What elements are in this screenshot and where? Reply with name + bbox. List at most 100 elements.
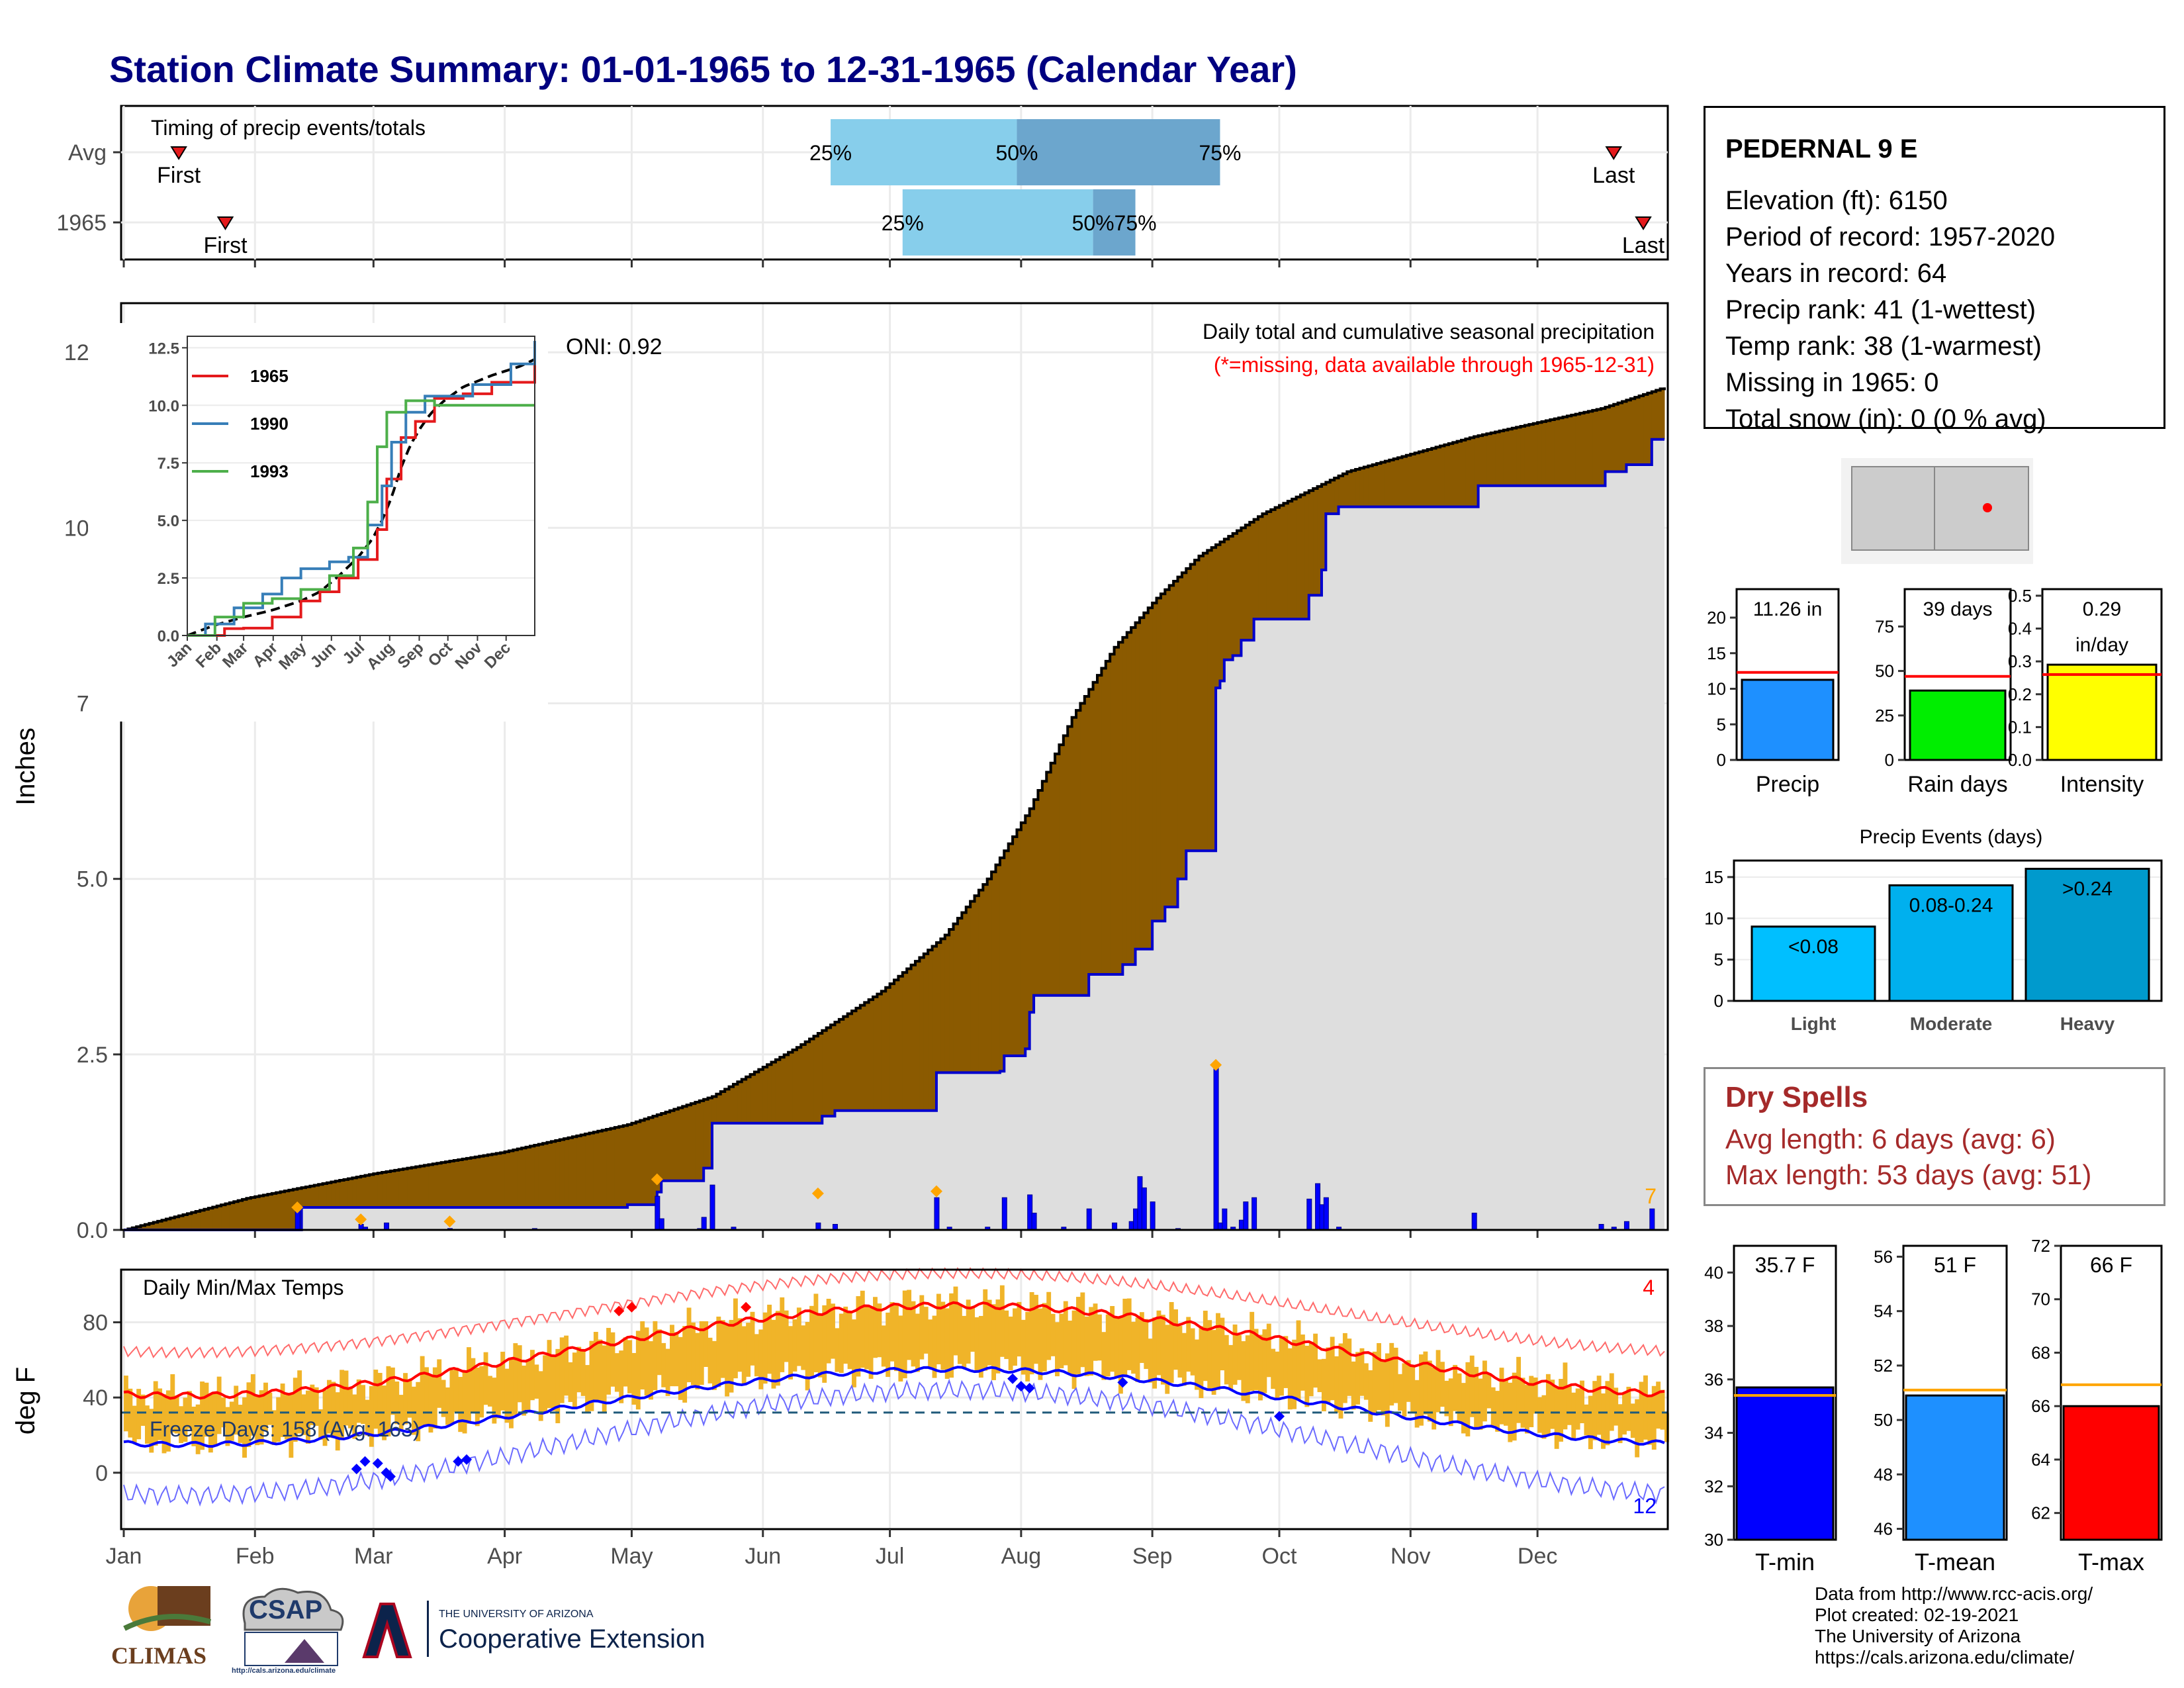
temp-summary-name: T-max: [2078, 1548, 2144, 1575]
daily-temp-bar: [1313, 1333, 1318, 1388]
station-temp-rank: Temp rank: 38 (1-warmest): [1725, 332, 2042, 361]
deficit-fill-segment: [733, 1084, 738, 1123]
deficit-fill-segment: [1592, 410, 1598, 486]
daily-temp-bar: [1495, 1391, 1500, 1432]
deficit-fill-segment: [1181, 573, 1187, 879]
daily-temp-bar: [140, 1394, 146, 1426]
daily-temp-bar: [183, 1397, 188, 1442]
daily-temp-bar: [525, 1359, 531, 1410]
deficit-fill-segment: [670, 1110, 674, 1181]
deficit-fill-segment: [826, 1027, 831, 1117]
deficit-fill-segment: [585, 1134, 590, 1208]
daily-temp-bar: [640, 1321, 645, 1389]
deficit-fill-segment: [529, 1146, 535, 1208]
deficit-fill-segment: [1406, 455, 1411, 507]
deficit-fill-segment: [1195, 560, 1199, 851]
csap-cloud-shape: [242, 1587, 344, 1631]
daily-temp-bar: [386, 1366, 391, 1436]
deficit-fill-segment: [1393, 459, 1398, 507]
daily-temp-bar: [365, 1399, 370, 1436]
deficit-fill-segment: [234, 1201, 239, 1230]
deficit-fill-segment: [289, 1190, 294, 1230]
footer-plot-created: Plot created: 02-19-2021: [1815, 1605, 2019, 1625]
summary-y-tick-label: 0.1: [2008, 717, 2032, 737]
footer-url: https://cals.arizona.edu/climate/: [1815, 1647, 2075, 1667]
deficit-fill-segment: [809, 1039, 814, 1123]
deficit-fill-segment: [707, 1098, 713, 1168]
deficit-fill-segment: [183, 1214, 188, 1230]
daily-temp-bar: [915, 1313, 920, 1372]
deficit-fill-segment: [1347, 471, 1352, 507]
deficit-fill-segment: [949, 929, 954, 1073]
deficit-fill-segment: [1550, 420, 1555, 486]
summary-value-bar: [2046, 663, 2158, 761]
daily-temp-bar: [614, 1353, 619, 1392]
record-low-marker: [1007, 1373, 1019, 1384]
daily-temp-bar: [513, 1343, 518, 1415]
deficit-fill-segment: [593, 1132, 598, 1208]
timing-first-marker: [170, 146, 187, 160]
deficit-fill-segment: [318, 1184, 324, 1208]
daily-temp-bar: [1156, 1310, 1161, 1376]
daily-temp-bar: [124, 1376, 128, 1432]
map-state-new-mexico: [1934, 466, 2029, 551]
deficit-fill-segment: [483, 1155, 488, 1208]
deficit-fill-segment: [1292, 498, 1297, 620]
daily-temp-bar: [1190, 1328, 1195, 1376]
daily-temp-bar: [488, 1376, 492, 1407]
events-category-label: Moderate: [1910, 1013, 1992, 1034]
daily-temp-bar: [898, 1315, 903, 1382]
daily-temp-bar: [1211, 1330, 1216, 1395]
daily-temp-bar: [479, 1366, 484, 1418]
deficit-fill-segment: [191, 1212, 197, 1230]
map-station-marker: [1983, 503, 1992, 512]
daily-temp-bar: [1258, 1335, 1263, 1401]
deficit-fill-segment: [796, 1047, 801, 1123]
deficit-fill-segment: [1643, 394, 1648, 465]
deficit-fill-segment: [1503, 430, 1508, 486]
daily-temp-bar: [1626, 1386, 1631, 1431]
daily-temp-bar: [746, 1323, 751, 1377]
inset-avg-line: [187, 357, 535, 637]
daily-temp-bar: [576, 1346, 582, 1393]
deficit-fill-segment: [898, 976, 903, 1111]
daily-temp-bar: [1423, 1351, 1428, 1415]
csap-logo-graphic: [242, 1587, 344, 1666]
deficit-fill-segment: [1326, 482, 1331, 514]
daily-temp-bar: [1262, 1329, 1267, 1393]
deficit-fill-segment: [343, 1179, 349, 1208]
daily-temp-bar: [322, 1389, 328, 1446]
daily-precip-bar: [1623, 1221, 1629, 1231]
deficit-fill-segment: [1614, 404, 1619, 472]
deficit-fill-segment: [1237, 530, 1242, 656]
daily-temp-bar: [411, 1386, 416, 1435]
daily-temp-bar: [200, 1381, 205, 1450]
temp-summary-value-label: 66 F: [2090, 1253, 2132, 1277]
summary-value-label: 11.26 in: [1753, 598, 1823, 620]
daily-temp-bar: [250, 1374, 255, 1436]
daily-temp-bar: [598, 1339, 603, 1403]
deficit-fill-segment: [653, 1116, 658, 1205]
daily-temp-bar: [983, 1289, 988, 1371]
deficit-fill-segment: [1622, 401, 1627, 472]
deficit-fill-segment: [725, 1089, 730, 1123]
deficit-fill-segment: [1432, 448, 1437, 507]
daily-temp-bar: [1013, 1308, 1017, 1366]
deficit-fill-segment: [589, 1133, 594, 1208]
daily-temp-bar: [504, 1368, 510, 1423]
deficit-fill-segment: [394, 1170, 400, 1208]
daily-temp-bar: [1025, 1311, 1030, 1382]
deficit-fill-segment: [987, 878, 992, 1073]
deficit-fill-segment: [458, 1159, 463, 1208]
daily-temp-bar: [234, 1385, 239, 1435]
deficit-fill-segment: [852, 1011, 856, 1111]
daily-temp-bar: [792, 1319, 797, 1372]
month-tick-label: Jan: [106, 1544, 142, 1569]
deficit-fill-segment: [361, 1176, 366, 1208]
daily-temp-bar: [1584, 1404, 1589, 1436]
deficit-fill-segment: [475, 1156, 480, 1208]
daily-temp-bar: [1317, 1359, 1322, 1393]
daily-temp-bar: [301, 1394, 306, 1435]
deficit-fill-segment: [479, 1156, 484, 1208]
daily-temp-bar: [1135, 1317, 1140, 1382]
